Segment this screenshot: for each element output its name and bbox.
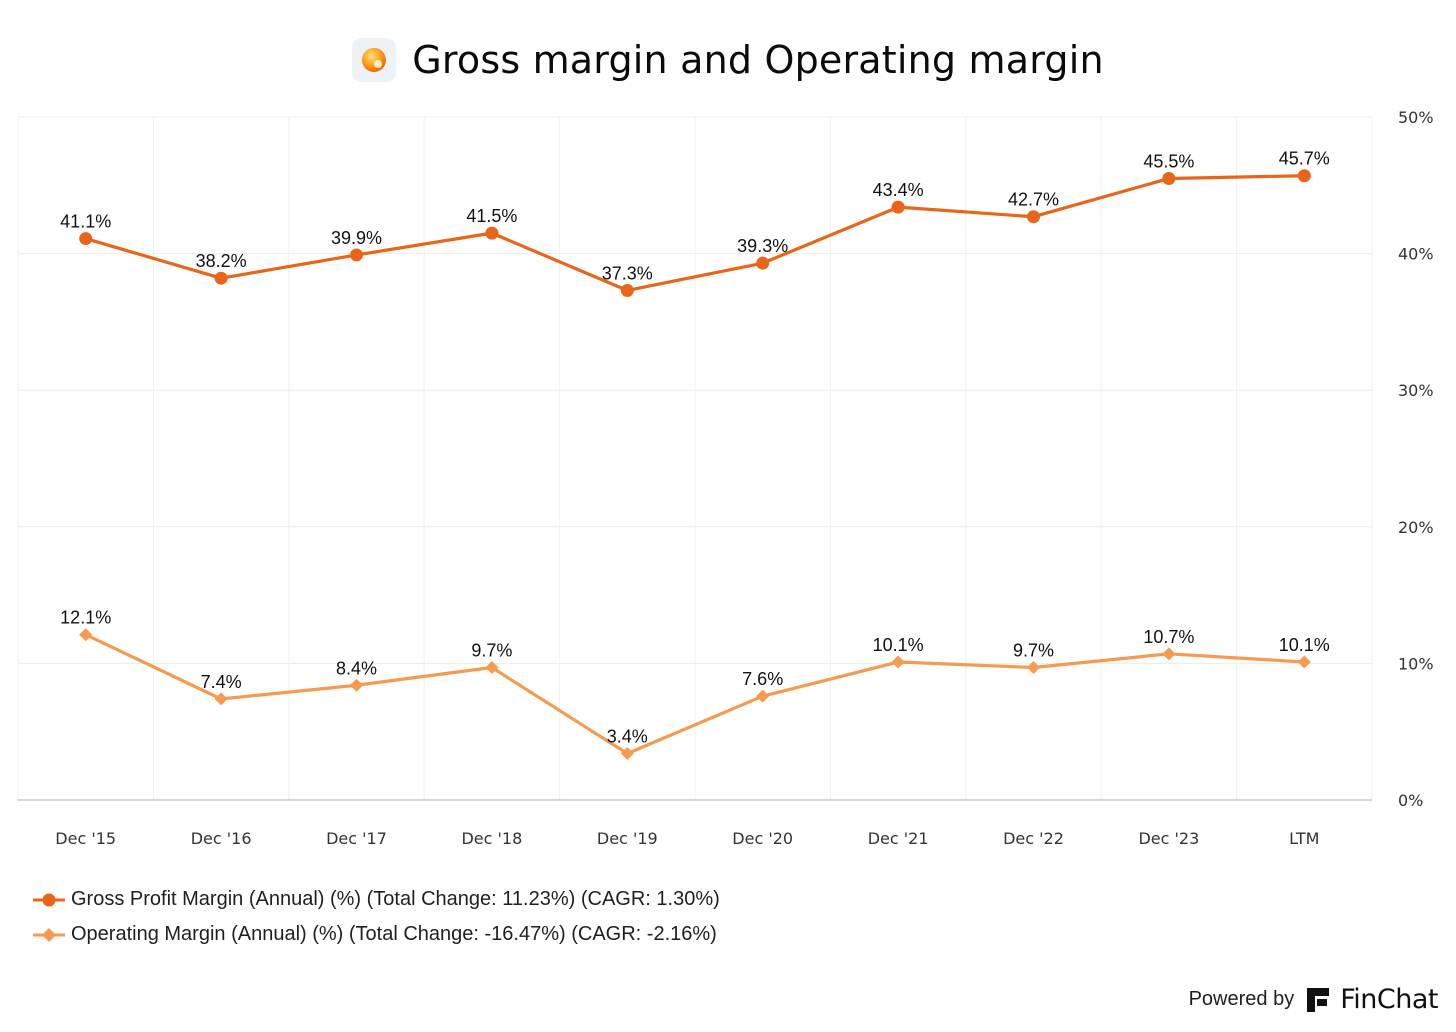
data-label: 45.7% bbox=[1279, 149, 1330, 169]
data-point bbox=[1297, 655, 1311, 669]
x-tick-label: Dec '21 bbox=[868, 829, 929, 848]
data-point bbox=[1162, 171, 1176, 185]
data-point bbox=[350, 248, 363, 262]
data-label: 37.3% bbox=[602, 263, 653, 283]
data-label: 3.4% bbox=[607, 727, 648, 747]
data-label: 12.1% bbox=[60, 608, 111, 628]
y-tick-label: 20% bbox=[1398, 518, 1434, 537]
footer-attribution: Powered by FinChat bbox=[1188, 984, 1439, 1015]
series-line-1 bbox=[84, 633, 1306, 756]
y-tick-label: 50% bbox=[1398, 108, 1434, 127]
series-line-0 bbox=[84, 174, 1306, 293]
data-label: 10.1% bbox=[1279, 635, 1330, 655]
data-point bbox=[620, 283, 634, 297]
brand-name: FinChat bbox=[1340, 984, 1438, 1015]
line-chart: 0% 10% 20% 30% 40% 50% Dec '15 Dec '16 Dec '17 De… bbox=[17, 108, 1434, 848]
data-point bbox=[620, 747, 634, 761]
x-tick-label: Dec '15 bbox=[55, 829, 116, 848]
data-point bbox=[350, 678, 363, 692]
data-label: 42.7% bbox=[1008, 190, 1059, 210]
data-label: 43.4% bbox=[873, 180, 924, 200]
data-label: 9.7% bbox=[471, 640, 512, 660]
data-point bbox=[79, 232, 93, 246]
data-point bbox=[485, 660, 499, 674]
data-point bbox=[1162, 647, 1176, 661]
data-point bbox=[485, 226, 499, 240]
powered-by-text: Powered by bbox=[1188, 988, 1295, 1010]
x-tick-label: Dec '23 bbox=[1138, 829, 1199, 848]
finchat-logo-icon bbox=[1307, 987, 1330, 1012]
data-label: 39.9% bbox=[331, 228, 382, 248]
y-tick-label: 0% bbox=[1398, 791, 1423, 810]
y-tick-label: 40% bbox=[1398, 245, 1434, 264]
orange-sphere-icon bbox=[352, 38, 397, 82]
grid-lines bbox=[17, 116, 1373, 800]
axes: 0% 10% 20% 30% 40% 50% Dec '15 Dec '16 Dec '17 De… bbox=[18, 108, 1434, 848]
legend-item-gross-margin[interactable]: Gross Profit Margin (Annual) (%) (Total … bbox=[32, 882, 720, 917]
legend: Gross Profit Margin (Annual) (%) (Total … bbox=[32, 882, 720, 952]
x-tick-label: Dec '19 bbox=[597, 829, 658, 848]
data-label: 10.7% bbox=[1143, 627, 1194, 647]
data-point bbox=[891, 655, 905, 669]
data-point bbox=[1027, 660, 1040, 674]
y-tick-label: 10% bbox=[1398, 654, 1434, 673]
data-point bbox=[214, 271, 228, 285]
data-label: 39.3% bbox=[737, 236, 788, 256]
data-point bbox=[891, 200, 905, 214]
legend-label-gross-margin: Gross Profit Margin (Annual) (%) (Total … bbox=[71, 888, 720, 910]
x-tick-label: Dec '22 bbox=[1003, 829, 1064, 848]
data-point bbox=[756, 689, 770, 703]
x-tick-label: Dec '20 bbox=[732, 829, 793, 848]
data-label: 10.1% bbox=[873, 635, 924, 655]
finchat-logo[interactable]: FinChat bbox=[1304, 984, 1438, 1015]
data-point bbox=[1297, 169, 1311, 183]
series bbox=[79, 169, 1311, 761]
legend-marker-diamond-icon bbox=[33, 927, 65, 942]
chart-title: Gross margin and Operating margin bbox=[412, 38, 1104, 82]
chart-header: Gross margin and Operating margin bbox=[0, 30, 1456, 90]
legend-label-operating-margin: Operating Margin (Annual) (%) (Total Cha… bbox=[71, 923, 717, 945]
data-label: 8.4% bbox=[336, 658, 377, 678]
x-tick-label: Dec '16 bbox=[191, 829, 252, 848]
data-point bbox=[1027, 210, 1040, 224]
data-label: 41.5% bbox=[466, 206, 517, 226]
data-label: 7.6% bbox=[742, 669, 783, 689]
legend-marker-circle-icon bbox=[33, 893, 65, 906]
data-point bbox=[756, 256, 770, 270]
data-label: 38.2% bbox=[196, 251, 247, 271]
x-tick-label: Dec '18 bbox=[461, 829, 522, 848]
data-point bbox=[214, 692, 228, 706]
data-label: 7.4% bbox=[201, 672, 242, 692]
data-labels: 41.1% 38.2% 39.9% 41.5% 37.3% 39.3% 43.4% 42.7%… bbox=[60, 149, 1330, 747]
data-label: 41.1% bbox=[60, 212, 111, 232]
y-tick-label: 30% bbox=[1398, 381, 1434, 400]
legend-item-operating-margin[interactable]: Operating Margin (Annual) (%) (Total Cha… bbox=[32, 917, 720, 952]
x-tick-label: Dec '17 bbox=[326, 829, 387, 848]
data-label: 9.7% bbox=[1013, 640, 1054, 660]
data-point bbox=[79, 628, 93, 642]
x-tick-label: LTM bbox=[1289, 829, 1319, 848]
data-label: 45.5% bbox=[1143, 151, 1194, 171]
